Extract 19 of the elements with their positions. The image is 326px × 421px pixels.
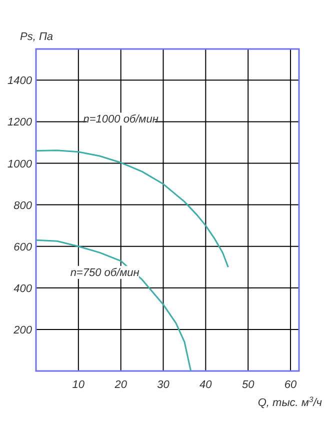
y-tick-label: 600 (14, 241, 33, 254)
y-tick-label: 800 (14, 200, 33, 212)
series-label: n=750 об/мин (70, 266, 140, 279)
y-tick-label: 1000 (8, 158, 33, 170)
y-tick-label: 1400 (8, 75, 33, 88)
y-axis-title: Ps, Па (20, 31, 54, 43)
line-series (35, 239, 192, 372)
x-tick-label: 60 (284, 379, 298, 391)
y-tick-label: 200 (12, 324, 33, 336)
x-tick-label: 10 (72, 379, 86, 391)
line-series (35, 150, 229, 268)
x-tick-label: 40 (200, 379, 213, 391)
x-tick-label: 20 (114, 379, 128, 391)
x-tick-label: 30 (157, 379, 170, 391)
x-axis-title: Q, тыс. м$^{3}$/ч (258, 394, 322, 409)
y-tick-label: 1200 (8, 116, 33, 129)
y-tick-label: 400 (14, 282, 33, 295)
x-tick-label: 50 (242, 379, 256, 391)
text: n=1000 об/мин (83, 114, 158, 126)
